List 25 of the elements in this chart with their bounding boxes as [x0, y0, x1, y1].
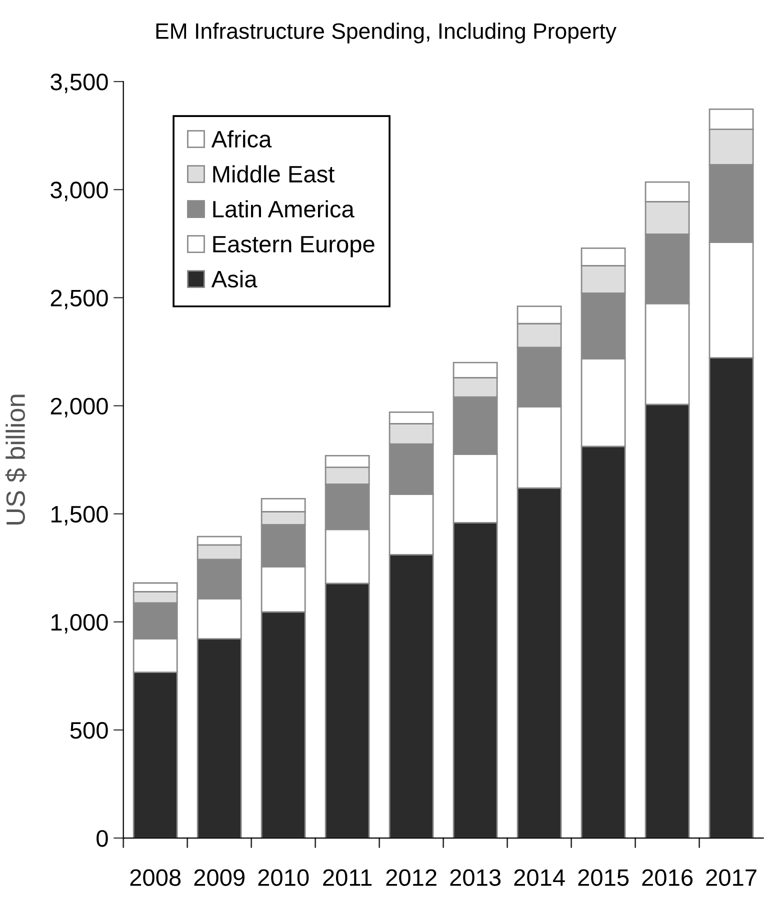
- y-tick-label: 2,500: [50, 290, 108, 310]
- legend-label: Eastern Europe: [213, 236, 374, 258]
- legend-label: Asia: [211, 270, 258, 288]
- y-tick-label: 2,000: [50, 398, 108, 418]
- y-tick-label: 0: [96, 830, 108, 847]
- x-tick-label: 2010: [258, 869, 309, 886]
- legend-label: Middle East: [213, 165, 335, 183]
- y-tick-label: 1,500: [52, 506, 108, 526]
- x-tick-label: 2017: [706, 869, 756, 886]
- x-tick-label: 2014: [514, 869, 565, 886]
- x-tick-label: 2012: [386, 869, 436, 886]
- x-tick-label: 2016: [642, 869, 693, 886]
- chart-title: EM Infrastructure Spending, Including Property: [156, 22, 616, 44]
- x-tick-label: 2009: [194, 869, 244, 886]
- y-axis-title: US $ billion: [5, 394, 27, 524]
- y-tick-label: 500: [70, 722, 108, 739]
- x-tick-label: 2013: [450, 869, 501, 886]
- legend-label: Latin America: [213, 200, 354, 218]
- legend-label: Africa: [211, 130, 272, 148]
- x-tick-label: 2011: [323, 869, 372, 886]
- y-tick-label: 3,500: [50, 74, 108, 94]
- y-tick-label: 1,000: [52, 614, 108, 634]
- x-tick-label: 2008: [130, 869, 181, 886]
- y-tick-label: 3,000: [50, 182, 108, 202]
- x-tick-label: 2015: [578, 869, 629, 886]
